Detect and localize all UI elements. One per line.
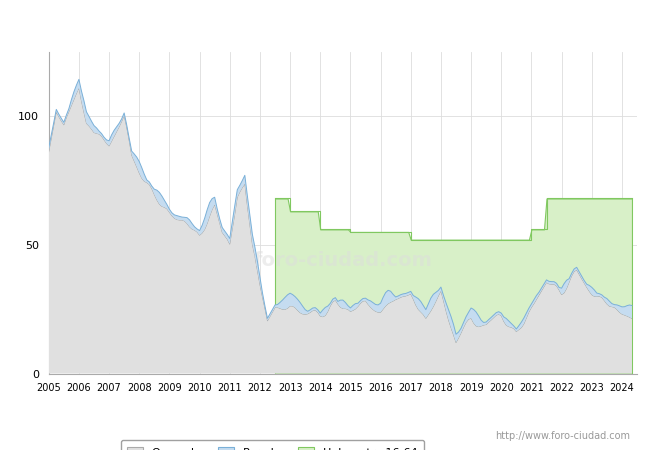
Text: foro-ciudad.com: foro-ciudad.com (254, 252, 432, 270)
Text: Horcajuelo de la Sierra - Evolucion de la poblacion en edad de Trabajar Mayo de : Horcajuelo de la Sierra - Evolucion de l… (39, 17, 611, 30)
Text: http://www.foro-ciudad.com: http://www.foro-ciudad.com (495, 431, 630, 441)
Legend: Ocupados, Parados, Hab. entre 16-64: Ocupados, Parados, Hab. entre 16-64 (121, 440, 424, 450)
